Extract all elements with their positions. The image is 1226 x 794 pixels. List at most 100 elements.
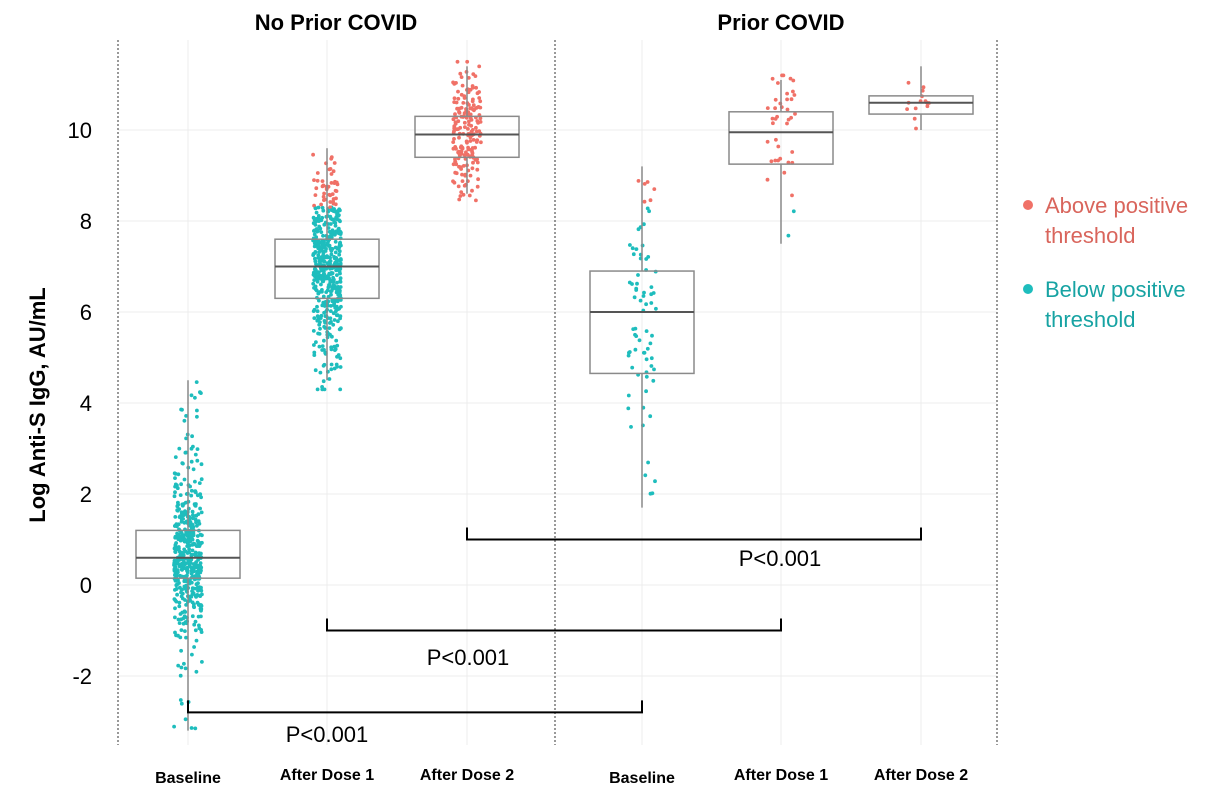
data-point (197, 521, 202, 526)
data-point (776, 158, 780, 163)
data-point (648, 491, 653, 496)
data-point (188, 484, 193, 489)
data-point (194, 380, 199, 384)
data-point (453, 112, 457, 116)
data-point (175, 508, 180, 513)
data-point (190, 434, 195, 439)
data-point (311, 281, 316, 286)
y-axis-ticks: -2 0 2 4 6 8 10 (68, 118, 92, 689)
data-point (195, 593, 200, 597)
data-point (462, 120, 467, 125)
data-point (195, 408, 199, 413)
data-point (637, 338, 642, 343)
data-point (316, 256, 321, 260)
legend-label-below-2: threshold (1045, 307, 1136, 332)
data-point (642, 182, 647, 186)
data-point (190, 592, 195, 597)
data-point (177, 557, 182, 562)
data-point (175, 504, 180, 509)
data-point (320, 344, 325, 348)
data-point (190, 548, 195, 553)
data-point (322, 191, 326, 196)
data-point (454, 81, 458, 85)
data-point (178, 493, 183, 497)
data-point (312, 343, 316, 347)
data-point (466, 147, 471, 152)
data-point (650, 333, 654, 338)
data-point (173, 564, 178, 569)
data-point (466, 76, 471, 80)
box (414, 115, 520, 159)
data-point (649, 364, 654, 368)
data-point (320, 279, 325, 284)
data-point (334, 268, 338, 273)
data-point (333, 239, 338, 244)
data-point (312, 278, 317, 282)
data-point (470, 146, 475, 150)
legend-label-above-2: threshold (1045, 223, 1136, 248)
data-point (192, 566, 197, 571)
data-point (195, 414, 199, 419)
x-axis-ticks: Baseline After Dose 1 After Dose 2 Baseline… (155, 767, 968, 787)
y-tick-label: 2 (80, 482, 92, 507)
data-point (649, 285, 654, 289)
data-point (459, 75, 464, 79)
data-point (451, 117, 456, 122)
data-point (318, 226, 323, 231)
data-point (194, 669, 199, 674)
data-point (185, 573, 189, 578)
data-point (921, 85, 926, 90)
data-point (459, 190, 464, 195)
data-point (327, 326, 332, 330)
data-point (183, 598, 187, 602)
data-point (179, 517, 184, 522)
data-point (193, 628, 198, 633)
data-point (330, 271, 335, 276)
data-point (193, 479, 197, 484)
data-point (462, 183, 467, 188)
data-point (471, 72, 476, 76)
data-point (648, 198, 653, 203)
data-point (197, 603, 201, 607)
data-point (329, 304, 333, 308)
boxplots (135, 66, 974, 731)
legend-label-above-1: Above positive (1045, 193, 1188, 218)
data-point (468, 173, 473, 178)
data-point (176, 663, 181, 668)
y-axis-label: Log Anti-S IgG, AU/mL (25, 287, 50, 522)
data-point (190, 614, 195, 619)
data-point (183, 629, 187, 633)
data-point (199, 510, 204, 515)
data-point (332, 220, 336, 225)
data-point (336, 285, 341, 289)
data-point (331, 283, 336, 288)
data-point (465, 59, 470, 64)
data-point (339, 258, 343, 262)
y-tick-label: 8 (80, 209, 92, 234)
data-point (184, 436, 189, 441)
data-point (319, 230, 324, 235)
data-point (332, 303, 336, 308)
p-value-label: P<0.001 (427, 645, 510, 670)
box (728, 111, 834, 165)
data-point (652, 367, 656, 372)
data-point (329, 208, 334, 213)
data-point (793, 112, 797, 116)
data-point (457, 197, 462, 202)
data-point (323, 276, 327, 281)
data-point (314, 186, 319, 191)
data-point (335, 280, 339, 285)
data-point (184, 414, 189, 418)
data-point (327, 271, 332, 276)
data-point (452, 137, 456, 141)
data-point (316, 270, 321, 275)
data-point (471, 138, 476, 142)
data-point (461, 101, 466, 105)
data-point (338, 356, 343, 361)
data-point (337, 218, 342, 223)
data-point (788, 76, 793, 81)
data-point (183, 666, 188, 671)
data-point (176, 633, 180, 638)
data-point (635, 281, 639, 286)
data-point (457, 111, 462, 115)
